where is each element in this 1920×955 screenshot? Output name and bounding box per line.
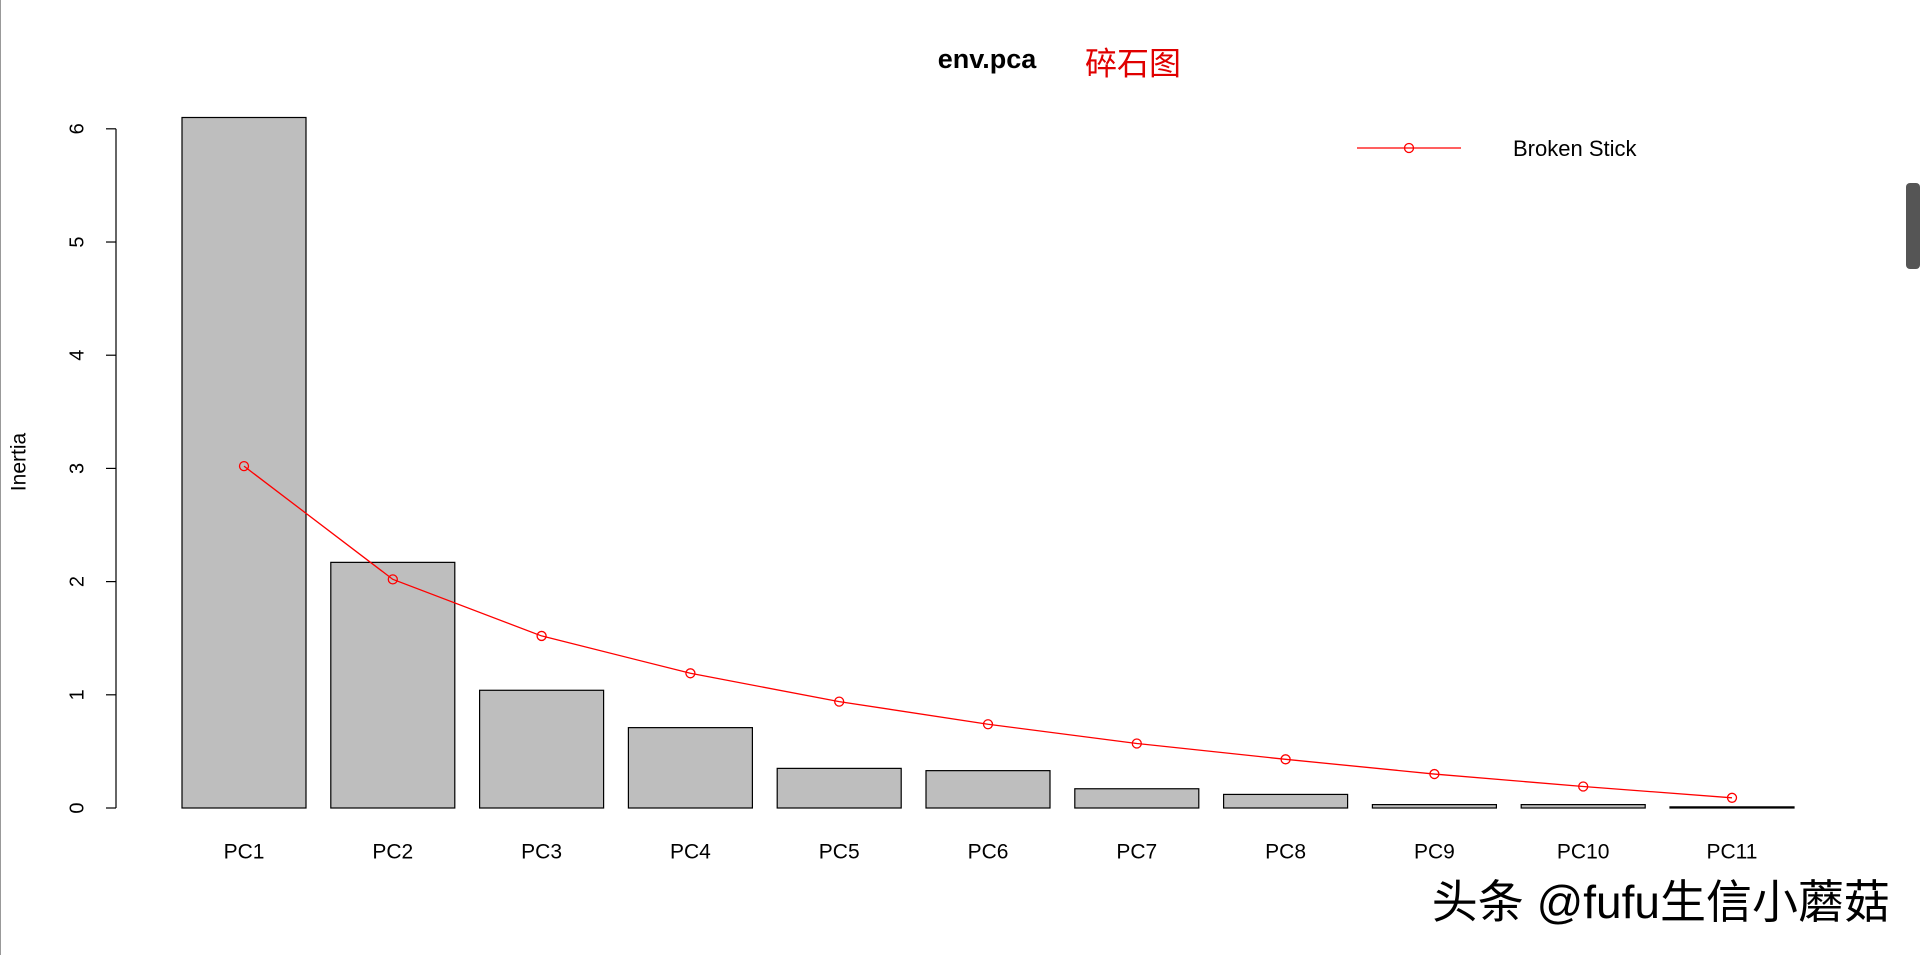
bar xyxy=(479,689,605,809)
scroll-gadget xyxy=(1906,183,1920,269)
x-tick-label: PC5 xyxy=(819,841,860,864)
bar xyxy=(1669,806,1795,809)
x-tick-label: PC6 xyxy=(968,841,1009,864)
y-axis-label: Inertia xyxy=(8,433,31,492)
bar xyxy=(1371,804,1498,809)
broken-stick-point xyxy=(536,630,547,642)
x-tick-label: PC1 xyxy=(224,841,265,864)
chart-title: env.pca xyxy=(938,44,1038,74)
y-tick-label: 5 xyxy=(66,236,88,247)
bar xyxy=(776,767,902,809)
bar xyxy=(1222,793,1349,809)
x-tick-label: PC7 xyxy=(1116,841,1157,864)
bar xyxy=(330,561,456,809)
bar xyxy=(627,727,754,809)
y-tick-label: 6 xyxy=(66,123,88,134)
watermark: 头条 @fufu生信小蘑菇 xyxy=(1432,876,1890,928)
x-tick-label: PC3 xyxy=(521,841,562,864)
broken-stick-point xyxy=(1429,768,1440,780)
broken-stick-point xyxy=(1280,754,1291,765)
y-tick-label: 3 xyxy=(66,463,88,474)
y-tick-label: 1 xyxy=(66,689,88,700)
x-tick-label: PC2 xyxy=(372,841,413,864)
bar xyxy=(1520,804,1646,809)
x-tick-label: PC11 xyxy=(1707,841,1758,864)
broken-stick-point xyxy=(238,460,250,472)
broken-stick-point xyxy=(387,574,398,585)
x-tick-label: PC9 xyxy=(1414,841,1455,864)
y-tick-label: 2 xyxy=(66,576,88,587)
broken-stick-point xyxy=(834,696,845,707)
broken-stick-point xyxy=(1726,792,1738,803)
broken-stick-point xyxy=(685,668,696,679)
legend-marker xyxy=(1403,142,1415,154)
x-tick-label: PC8 xyxy=(1265,841,1306,864)
y-tick-label: 0 xyxy=(66,802,88,813)
annotation: 碎石图 xyxy=(1085,45,1181,83)
bar xyxy=(1074,788,1200,809)
broken-stick-point xyxy=(982,719,994,730)
broken-stick-point xyxy=(1131,738,1142,749)
x-tick-label: PC10 xyxy=(1557,841,1610,864)
broken-stick-point xyxy=(1578,781,1589,792)
y-tick-label: 4 xyxy=(66,350,88,361)
legend-label: Broken Stick xyxy=(1513,136,1637,161)
x-tick-label: PC4 xyxy=(670,841,711,864)
bar xyxy=(181,116,307,809)
bar xyxy=(925,770,1051,809)
broken-stick-line xyxy=(243,465,1733,799)
